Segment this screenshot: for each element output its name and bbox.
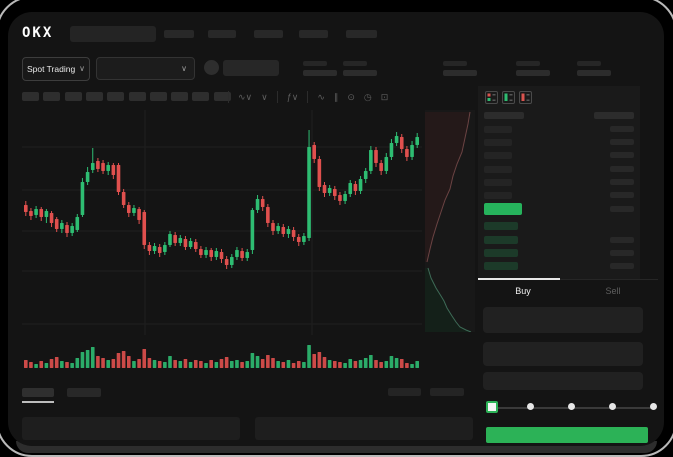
ask-amount [610, 192, 634, 198]
trade-sidebar: Buy Sell [478, 86, 658, 446]
timeframe-button[interactable] [107, 92, 125, 101]
ask-row[interactable] [484, 152, 512, 160]
bids-only-icon[interactable] [502, 91, 515, 109]
slider-stop[interactable] [568, 403, 575, 410]
slider-handle[interactable] [486, 401, 498, 413]
pair-name-placeholder [223, 60, 279, 76]
timeframe-button[interactable] [64, 92, 82, 101]
active-tab-indicator [478, 278, 560, 280]
last-price-badge[interactable] [484, 203, 522, 215]
market-type-label: Spot Trading [26, 64, 76, 74]
slider-stop[interactable] [609, 403, 616, 410]
bid-row[interactable] [484, 262, 518, 270]
pair-avatar [204, 60, 219, 75]
slider-stop[interactable] [650, 403, 657, 410]
screenshot-icon[interactable]: ⊙ [347, 91, 355, 102]
timeframe-button[interactable] [149, 92, 167, 101]
bottom-active-tab-indicator [22, 401, 54, 403]
chart-tools: ∿∨ ∨ ƒ∨ ∿ ∥ ⊙ ◷ ⊡ [228, 90, 388, 104]
chevron-down-icon: ∨ [181, 63, 187, 73]
ask-amount [610, 165, 634, 172]
tab-buy[interactable]: Buy [515, 286, 531, 296]
bid-row[interactable] [484, 249, 518, 257]
depth-profile-chart [425, 111, 472, 333]
bottom-tab-2[interactable] [67, 388, 101, 397]
bottom-link-2[interactable] [430, 388, 464, 396]
bid-row[interactable] [484, 222, 518, 230]
fullscreen-icon[interactable]: ⊡ [380, 91, 389, 102]
candlestick-chart[interactable] [22, 110, 422, 335]
timeframe-button[interactable] [85, 92, 103, 101]
last-price-amount [610, 206, 634, 212]
ask-row[interactable] [484, 139, 512, 147]
toolbar-separator [228, 91, 229, 103]
app-window: OKX Spot Trading ∨ ∨ ∿∨ ∨ ƒ∨ ∿ ∥ ⊙ ◷ ⊡ [8, 12, 664, 446]
nav-item[interactable] [299, 30, 328, 38]
ask-amount [610, 152, 634, 159]
chevron-down-icon: ∨ [79, 64, 86, 73]
ask-row[interactable] [484, 192, 512, 199]
compare-icon[interactable]: ∥ [333, 91, 339, 102]
buy-submit-button[interactable] [486, 427, 648, 443]
ask-amount [610, 139, 634, 146]
timeframe-button[interactable] [128, 92, 146, 101]
bottom-link-1[interactable] [388, 388, 421, 396]
bottom-panel-left [22, 417, 240, 440]
bottom-panel-right [255, 417, 473, 440]
search-input[interactable] [70, 26, 156, 42]
volume-chart [24, 345, 419, 368]
tab-divider [478, 279, 658, 280]
bid-amount [610, 250, 634, 256]
amount-field[interactable] [483, 342, 643, 366]
asks-only-icon[interactable] [519, 91, 532, 109]
timeframe-button[interactable] [43, 92, 61, 101]
ask-amount [610, 126, 634, 132]
chart-type-icon[interactable]: ∿∨ [238, 91, 253, 102]
bid-amount [610, 263, 634, 269]
timeframe-button[interactable] [192, 92, 210, 101]
bottom-tab-1[interactable] [22, 388, 54, 397]
nav-item[interactable] [254, 30, 283, 38]
price-field[interactable] [483, 307, 643, 333]
line-tool-icon[interactable]: ∿ [317, 91, 325, 102]
combined-book-icon[interactable] [485, 91, 498, 109]
interval-dropdown-icon[interactable]: ∨ [261, 91, 268, 102]
tab-sell[interactable]: Sell [605, 286, 621, 296]
timeframe-button[interactable] [22, 92, 39, 101]
book-amount-header [594, 112, 634, 119]
nav-item[interactable] [208, 30, 236, 38]
depth-panel [425, 110, 475, 333]
ask-row[interactable] [484, 178, 512, 186]
bid-amount [610, 237, 634, 243]
toolbar-separator [276, 91, 278, 103]
indicators-icon[interactable]: ƒ∨ [286, 91, 299, 102]
bid-row[interactable] [484, 236, 518, 244]
market-type-dropdown[interactable]: Spot Trading ∨ [22, 57, 90, 81]
ask-row[interactable] [484, 165, 512, 173]
okx-logo: OKX [22, 25, 54, 41]
total-field[interactable] [483, 372, 643, 390]
timeframe-button[interactable] [171, 92, 189, 101]
toolbar-separator [307, 91, 309, 103]
slider-stop[interactable] [527, 403, 534, 410]
nav-item[interactable] [346, 30, 377, 38]
ask-row[interactable] [484, 126, 512, 133]
pair-select[interactable]: ∨ [96, 57, 195, 80]
book-view-toggles [485, 91, 532, 109]
history-icon[interactable]: ◷ [363, 91, 372, 102]
book-price-header [484, 112, 524, 119]
buy-sell-tabs: Buy Sell [478, 280, 658, 302]
nav-item[interactable] [164, 30, 194, 38]
timeframe-button[interactable] [213, 92, 231, 101]
ask-amount [610, 178, 634, 185]
